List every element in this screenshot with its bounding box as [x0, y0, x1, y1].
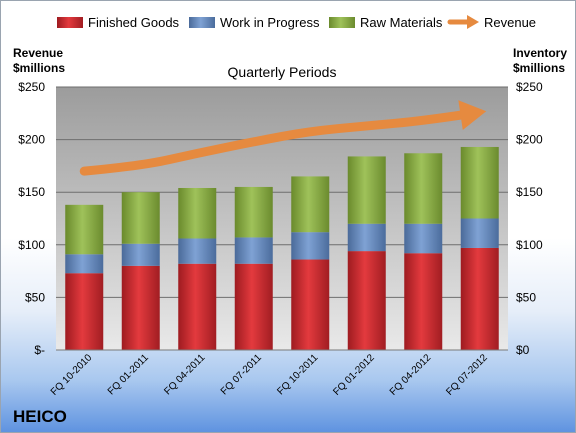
bar-work-in-progress — [291, 232, 330, 260]
bar-raw-materials — [234, 186, 273, 238]
bar-raw-materials — [460, 146, 499, 219]
chart-title: Quarterly Periods — [228, 64, 337, 80]
bar-finished-goods — [178, 263, 217, 350]
bar-finished-goods — [65, 273, 104, 350]
x-tick-label: FQ 07-2011 — [219, 352, 264, 397]
x-tick-label: FQ 04-2012 — [388, 352, 434, 398]
legend-finished-goods: Finished Goods — [88, 15, 180, 30]
right-axis-title-line1: Inventory — [513, 46, 567, 60]
bar-work-in-progress — [178, 238, 217, 264]
right-tick-label: $200 — [516, 133, 543, 147]
x-tick-label: FQ 04-2011 — [162, 352, 207, 397]
bar-work-in-progress — [460, 218, 499, 248]
left-axis-title-line2: $millions — [13, 61, 65, 75]
x-tick-label: FQ 01-2011 — [106, 352, 151, 397]
bar-raw-materials — [121, 192, 160, 244]
legend-swatch-revenue — [447, 15, 479, 29]
bar-finished-goods — [460, 247, 499, 350]
revenue-arrowhead — [458, 100, 487, 130]
left-axis-title-line1: Revenue — [13, 46, 63, 60]
revenue-line — [79, 100, 487, 176]
right-tick-label: $50 — [516, 290, 536, 304]
x-tick-label: FQ 10-2010 — [49, 352, 95, 398]
revenue-line-path — [79, 110, 470, 176]
right-axis-ticks: $0 $50 $100 $150 $200 $250 — [516, 80, 543, 357]
legend-swatch-raw-materials — [329, 17, 355, 28]
bar-work-in-progress — [121, 243, 160, 266]
right-tick-label: $100 — [516, 238, 543, 252]
bar-finished-goods — [404, 253, 443, 350]
bars — [65, 146, 499, 350]
bar-raw-materials — [347, 156, 386, 224]
bar-raw-materials — [178, 187, 217, 239]
left-tick-label: $50 — [25, 290, 45, 304]
legend-work-in-progress: Work in Progress — [220, 15, 320, 30]
x-axis-labels: FQ 10-2010 FQ 01-2011 FQ 04-2011 FQ 07-2011… — [49, 352, 490, 398]
left-axis-ticks: $- $50 $100 $150 $200 $250 — [18, 80, 45, 357]
left-tick-label: $150 — [18, 185, 45, 199]
bar-work-in-progress — [404, 223, 443, 254]
legend-swatch-work-in-progress — [189, 17, 215, 28]
bar-work-in-progress — [234, 237, 273, 264]
right-tick-label: $150 — [516, 185, 543, 199]
bar-finished-goods — [347, 251, 386, 350]
bar-raw-materials — [404, 153, 443, 224]
legend-swatch-finished-goods — [57, 17, 83, 28]
bar-raw-materials — [65, 204, 104, 255]
bar-work-in-progress — [65, 254, 104, 274]
left-tick-label: $250 — [18, 80, 45, 94]
bar-finished-goods — [234, 263, 273, 350]
company-name: HEICO — [13, 407, 67, 426]
bar-finished-goods — [121, 265, 160, 350]
left-tick-label: $200 — [18, 133, 45, 147]
legend-revenue: Revenue — [484, 15, 536, 30]
right-axis-title-line2: $millions — [513, 61, 565, 75]
left-tick-label: $- — [34, 343, 45, 357]
legend-raw-materials: Raw Materials — [360, 15, 443, 30]
x-tick-label: FQ 10-2011 — [275, 352, 320, 397]
right-tick-label: $0 — [516, 343, 530, 357]
left-tick-label: $100 — [18, 238, 45, 252]
legend: Finished Goods Work in Progress Raw Mate… — [57, 15, 536, 30]
right-tick-label: $250 — [516, 80, 543, 94]
bar-work-in-progress — [347, 223, 386, 252]
x-tick-label: FQ 01-2012 — [331, 352, 377, 398]
bar-raw-materials — [291, 176, 330, 233]
bar-finished-goods — [291, 259, 330, 350]
x-tick-label: FQ 07-2012 — [444, 352, 490, 398]
